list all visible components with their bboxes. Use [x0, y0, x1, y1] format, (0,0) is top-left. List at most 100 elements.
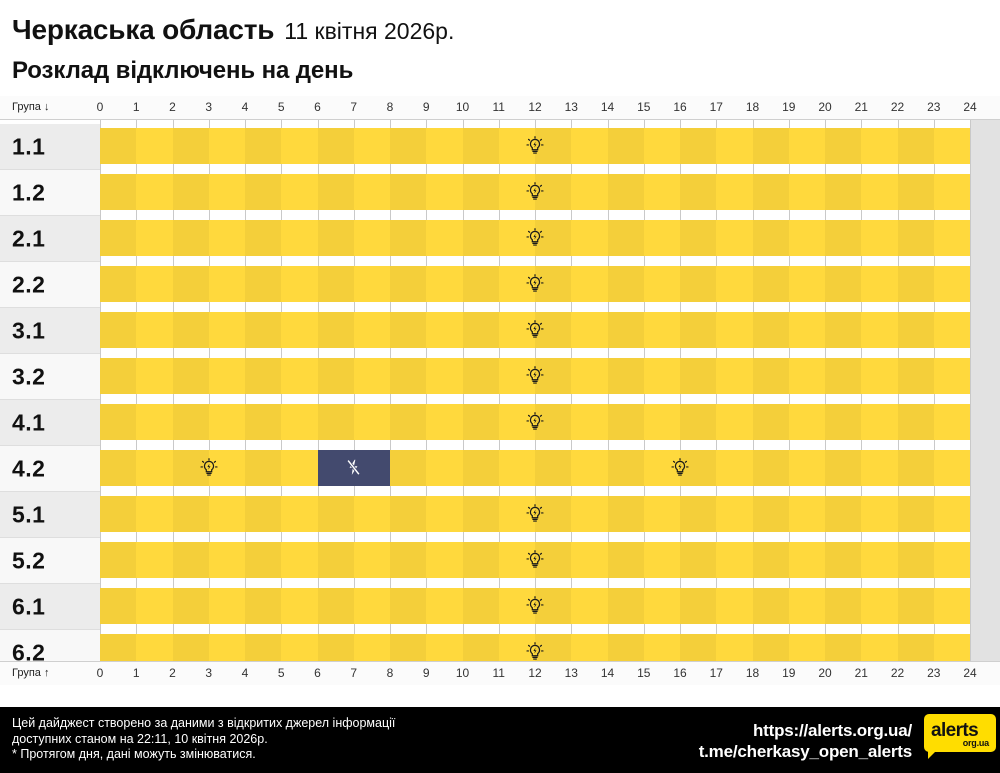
hour-tick-20: 20: [818, 666, 832, 680]
group-row-2.2[interactable]: 2.2: [0, 262, 100, 308]
hour-tick-9: 9: [422, 100, 430, 114]
group-label: 1.1: [12, 133, 46, 159]
hour-tick-13: 13: [564, 666, 578, 680]
axis-caption-bottom: Група ↑: [12, 667, 50, 679]
link-website[interactable]: https://alerts.org.ua/: [752, 721, 912, 740]
hour-tick-10: 10: [455, 666, 470, 680]
hour-tick-2: 2: [169, 666, 176, 680]
hour-tick-1: 1: [132, 666, 140, 680]
axis-caption-top: Група ↓: [12, 101, 50, 113]
hour-tick-10: 10: [455, 100, 470, 114]
group-row-2.1[interactable]: 2.1: [0, 216, 100, 262]
no-power-bolt-icon: [345, 458, 363, 478]
hour-tick-0: 0: [96, 666, 104, 680]
link-telegram[interactable]: t.me/cherkasy_open_alerts: [698, 742, 912, 761]
group-row-4.1[interactable]: 4.1: [0, 400, 100, 446]
hour-tick-11: 11: [492, 100, 505, 114]
lightbulb-icon: [526, 366, 544, 386]
group-row-4.2[interactable]: 4.2: [0, 446, 100, 492]
hour-tick-5: 5: [277, 100, 285, 114]
schedule-date: 11 квітня 2026р.: [284, 18, 455, 44]
group-row-6.1[interactable]: 6.1: [0, 584, 100, 630]
hour-tick-23: 23: [927, 666, 941, 680]
group-label: 3.1: [12, 317, 46, 343]
group-row-3.1[interactable]: 3.1: [0, 308, 100, 354]
title-primary-line: Черкаська область 11 квітня 2026р.: [12, 14, 454, 46]
hour-tick-4: 4: [241, 666, 249, 680]
group-label: 6.2: [12, 639, 46, 665]
lightbulb-icon: [526, 228, 544, 248]
page-header: Черкаська область 11 квітня 2026р. Розкла…: [0, 0, 1000, 96]
logo-bubble: alerts org.ua: [924, 714, 996, 752]
lightbulb-icon: [526, 320, 544, 340]
group-label: 3.2: [12, 363, 46, 389]
outage-schedule-chart: 1.1 1.2 2.1 2.2 3.1 3.2 4.1 4.2 5.1 5.2 6.1 6.2 Гру…: [0, 96, 1000, 685]
group-label: 5.1: [12, 501, 46, 527]
hour-tick-15: 15: [637, 100, 651, 114]
hour-tick-8: 8: [386, 100, 394, 114]
hour-tick-7: 7: [350, 666, 358, 680]
logo-domain: org.ua: [962, 738, 990, 748]
hour-tick-17: 17: [709, 100, 723, 114]
group-label: 4.2: [12, 455, 46, 481]
axis-top: Група ↓ 0 1 2 3 4 5 6 7 8 9 10 11 12 13 14 15 16 17 18 19 20…: [0, 96, 1000, 120]
hour-tick-20: 20: [818, 100, 832, 114]
footer-disclaimer: Цей дайджест створено за даними з відкри…: [12, 716, 396, 761]
hour-tick-18: 18: [745, 100, 760, 114]
page-footer: Цей дайджест створено за даними з відкри…: [0, 707, 1000, 773]
group-row-1.2[interactable]: 1.2: [0, 170, 100, 216]
hour-tick-9: 9: [422, 666, 430, 680]
hour-tick-24: 24: [963, 666, 977, 680]
hour-tick-21: 21: [854, 666, 868, 680]
hour-tick-23: 23: [927, 100, 941, 114]
region-title: Черкаська область: [12, 14, 275, 45]
lightbulb-icon: [526, 550, 544, 570]
axis-bottom: Група ↑ 0 1 2 3 4 5 6 7 8 9 10 11 12 13 14 15 16 17 18 19 20…: [0, 661, 1000, 685]
lightbulb-icon: [526, 412, 544, 432]
hour-tick-2: 2: [169, 100, 176, 114]
lightbulb-icon: [526, 274, 544, 294]
group-row-5.2[interactable]: 5.2: [0, 538, 100, 584]
hour-tick-22: 22: [890, 666, 905, 680]
group-row-5.1[interactable]: 5.1: [0, 492, 100, 538]
hour-tick-16: 16: [673, 666, 687, 680]
hour-tick-5: 5: [277, 666, 285, 680]
hour-tick-15: 15: [637, 666, 651, 680]
lightbulb-icon: [526, 596, 544, 616]
hour-tick-1: 1: [132, 100, 140, 114]
hour-tick-21: 21: [854, 100, 868, 114]
group-row-1.1[interactable]: 1.1: [0, 124, 100, 170]
group-label: 2.2: [12, 271, 46, 297]
hour-tick-22: 22: [890, 100, 905, 114]
hour-tick-13: 13: [564, 100, 578, 114]
hour-tick-16: 16: [673, 100, 687, 114]
logo-wordmark: alerts: [931, 720, 979, 741]
hour-tick-14: 14: [600, 666, 615, 680]
hour-tick-12: 12: [528, 666, 542, 680]
hour-tick-4: 4: [241, 100, 249, 114]
lightbulb-icon: [526, 504, 544, 524]
group-label: 6.1: [12, 593, 46, 619]
lightbulb-icon: [200, 458, 218, 478]
hour-tick-19: 19: [782, 666, 796, 680]
footer-links: https://alerts.org.ua/ t.me/cherkasy_ope…: [699, 720, 912, 762]
lightbulb-icon: [671, 458, 689, 478]
hour-tick-12: 12: [528, 100, 542, 114]
alerts-logo[interactable]: alerts org.ua: [924, 714, 996, 759]
hour-tick-3: 3: [205, 666, 213, 680]
page-subtitle: Розклад відключень на день: [12, 57, 354, 84]
hour-tick-7: 7: [350, 100, 358, 114]
lightbulb-icon: [526, 182, 544, 202]
group-row-3.2[interactable]: 3.2: [0, 354, 100, 400]
hour-tick-6: 6: [314, 100, 321, 114]
hour-tick-14: 14: [600, 100, 615, 114]
hour-tick-0: 0: [96, 100, 104, 114]
hour-tick-6: 6: [314, 666, 321, 680]
hour-tick-18: 18: [745, 666, 760, 680]
group-label: 5.2: [12, 547, 46, 573]
group-label: 2.1: [12, 225, 46, 251]
gridline-hour-24: [970, 120, 971, 661]
hour-tick-24: 24: [963, 100, 977, 114]
group-label: 4.1: [12, 409, 46, 435]
